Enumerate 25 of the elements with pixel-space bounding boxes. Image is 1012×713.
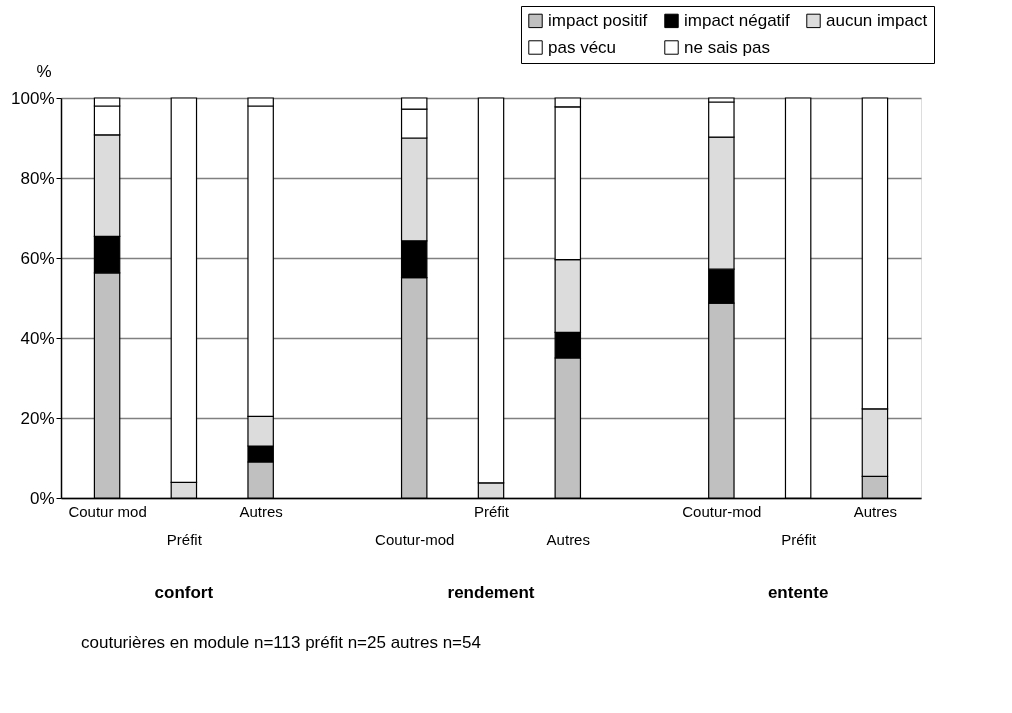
- y-tick-label: 100%: [11, 88, 55, 108]
- legend-label: impact négatif: [684, 10, 791, 30]
- text: couturières en module n=113 préfit n=25 autres n=54: [81, 633, 481, 652]
- legend-label: ne sais pas: [684, 37, 770, 57]
- y-tick-label: 80%: [20, 168, 55, 188]
- y-tick-label: 60%: [20, 248, 55, 268]
- x-tick-label: Coutur mod: [68, 502, 147, 520]
- x-tick-label: Préfit: [781, 530, 817, 548]
- y-tick-label: 40%: [20, 328, 55, 348]
- text: entente: [767, 583, 829, 602]
- x-tick-label: Autres: [853, 502, 898, 520]
- text: rendement: [447, 583, 535, 602]
- x-tick-label: Préfit: [166, 530, 203, 548]
- legend-label: pas vécu: [548, 37, 617, 57]
- x-tick-label: Préfit: [473, 502, 510, 520]
- legend-label: impact positif: [548, 10, 648, 30]
- legend-label: aucun impact: [826, 10, 928, 30]
- x-tick-label: Coutur-mod: [682, 502, 762, 520]
- text: confort: [154, 583, 214, 602]
- x-tick-label: Coutur-mod: [375, 530, 455, 548]
- y-tick-label: 20%: [20, 408, 55, 428]
- x-tick-label: Autres: [546, 530, 590, 548]
- y-axis-title: %: [36, 61, 52, 81]
- y-tick-label: 0%: [29, 488, 55, 508]
- x-tick-label: Autres: [239, 502, 283, 520]
